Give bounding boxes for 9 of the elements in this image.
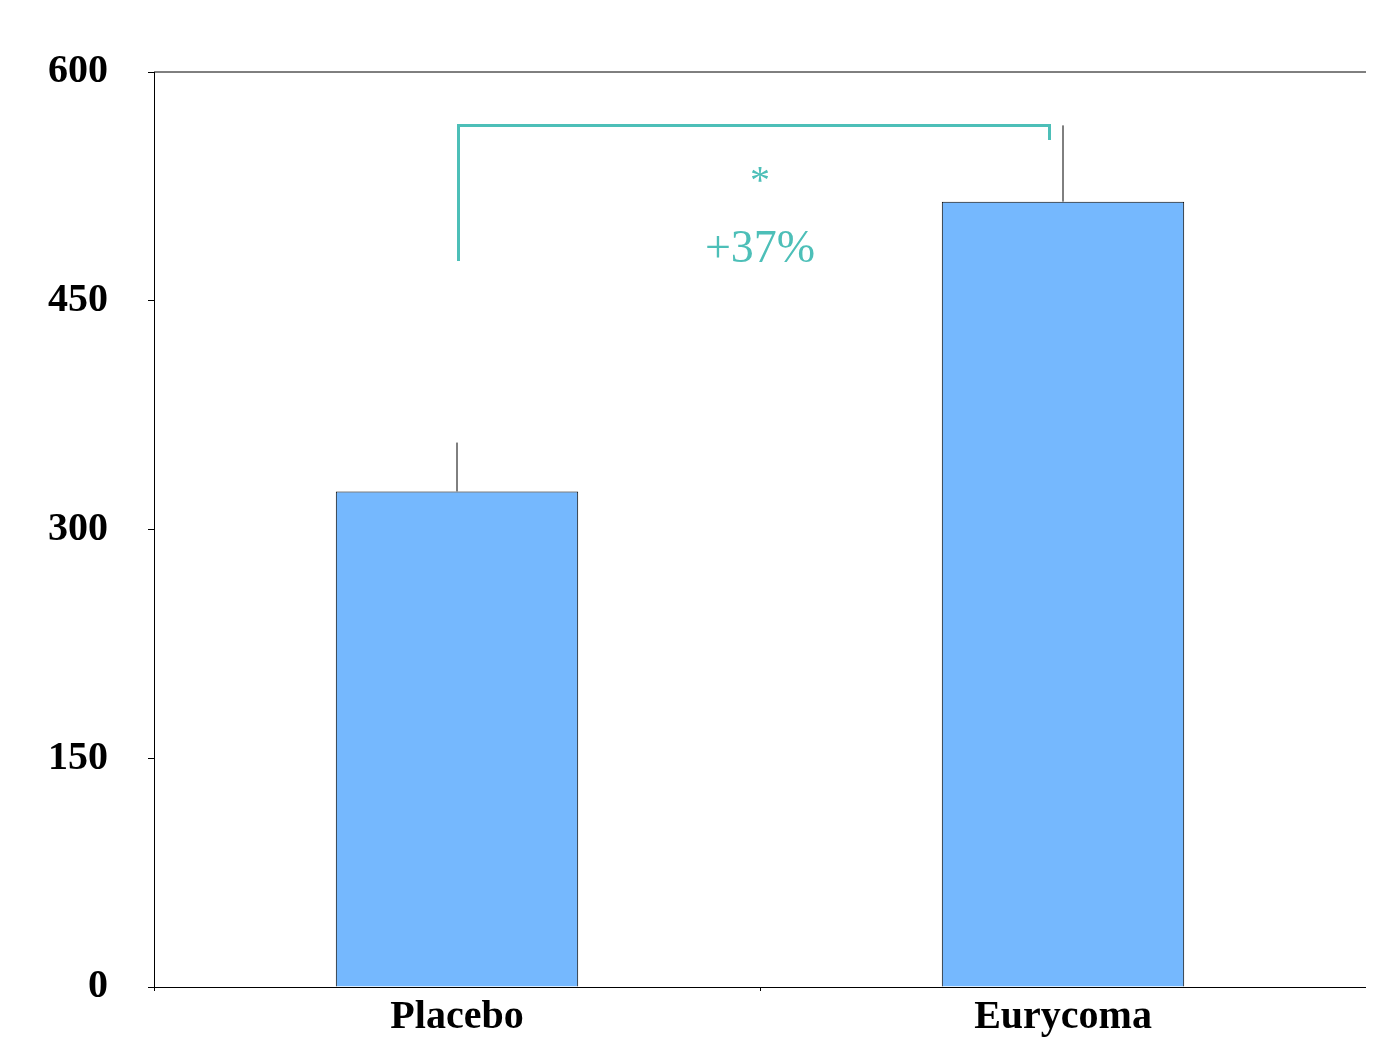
y-tick-label: 150 [48, 732, 108, 778]
x-tick-label: Placebo [390, 992, 524, 1038]
y-tick-label: 300 [48, 503, 108, 549]
x-tick-label: Eurycoma [974, 992, 1152, 1038]
y-tick-label: 450 [48, 275, 108, 321]
y-tick-label: 0 [88, 961, 108, 1007]
y-tick-label: 600 [48, 46, 108, 92]
annotation: * [750, 156, 770, 202]
annotation: +37% [704, 221, 816, 273]
